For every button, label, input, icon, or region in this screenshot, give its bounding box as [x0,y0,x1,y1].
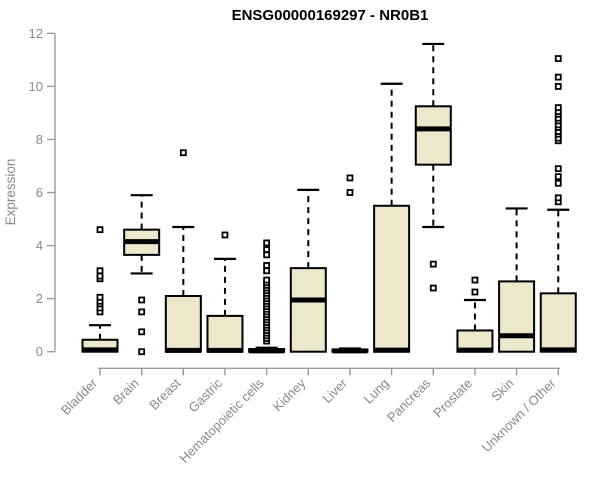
box-gastric [206,231,244,353]
outlier-point [179,149,187,157]
box-bladder [81,226,119,353]
outlier-point [96,267,104,275]
box-unknown-other [539,55,577,353]
outlier-point [554,194,562,202]
outlier-point [138,308,146,316]
x-tick-label: Liver [320,375,351,406]
x-tick-label: Lung [361,376,392,407]
y-tick-label: 8 [36,132,43,147]
y-tick-label: 4 [36,238,43,253]
box-pancreas [414,42,452,292]
outlier-point [221,231,229,239]
iqr-box [414,105,452,166]
box-hematopoietic-cells [248,239,286,354]
iqr-box [164,294,202,353]
outlier-point [263,246,271,253]
x-tick-label: Prostate [430,376,475,421]
x-tick-label: Gastric [185,375,225,415]
outlier-point [263,239,271,247]
outlier-point [346,174,354,182]
outlier-point [554,55,562,62]
y-tick-label: 10 [29,79,43,94]
outlier-point [96,293,104,301]
box-brain [123,194,161,356]
iqr-box [539,292,577,353]
x-tick-label: Unknown / Other [479,375,559,455]
y-axis-label: Expression [3,159,18,226]
outlier-point [429,260,437,268]
x-tick-label: Pancreas [384,375,434,425]
outlier-point [429,284,437,292]
box-breast [164,149,202,353]
outlier-point [138,296,146,304]
y-tick-label: 2 [36,291,43,306]
outlier-point [471,276,479,284]
x-tick-label: Brain [110,376,142,408]
outlier-point [263,267,271,275]
chart-title: ENSG00000169297 - NR0B1 [232,7,429,24]
outlier-point [138,348,146,356]
outlier-point [554,179,562,187]
outlier-point [554,104,562,112]
outlier-point [263,262,271,269]
outlier-point [554,73,562,81]
y-tick-label: 6 [36,185,43,200]
box-prostate [456,276,494,353]
outlier-point [554,165,562,173]
outlier-point [554,83,562,90]
y-tick-label: 0 [36,344,43,359]
box-skin [498,207,536,353]
box-kidney [289,188,327,353]
box-liver [331,174,369,354]
outlier-point [138,328,146,336]
x-tick-label: Breast [146,375,183,412]
outlier-point [263,276,271,284]
outlier-point [554,173,562,181]
y-tick-label: 12 [29,26,43,41]
iqr-box [206,314,244,353]
x-tick-label: Bladder [58,375,101,418]
outlier-point [96,226,104,234]
box-lung [373,82,411,353]
iqr-box [498,280,536,353]
iqr-box [373,204,411,353]
outlier-point [471,288,479,296]
x-tick-label: Skin [488,376,516,404]
x-tick-label: Kidney [270,375,309,414]
outlier-point [263,251,271,259]
iqr-box [289,267,327,353]
outlier-point [346,189,354,196]
outlier-point [96,272,104,280]
boxplot-series [81,42,577,356]
